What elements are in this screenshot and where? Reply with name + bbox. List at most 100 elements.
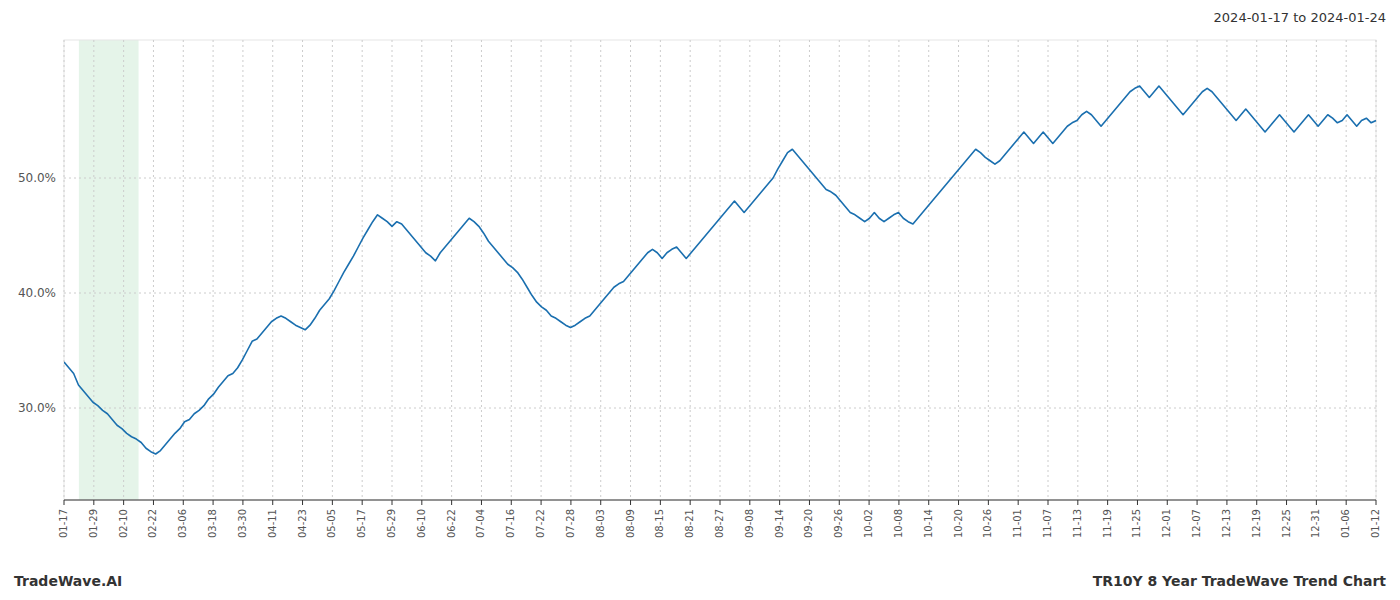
x-tick-label: 06-10 [416,509,427,538]
grid [64,40,1376,500]
x-tick [64,500,65,505]
x-tick-label: 12-25 [1281,509,1292,538]
background [0,0,1400,600]
grid-line-x [332,40,333,500]
grid-line-x [809,40,810,500]
y-tick-label: 50.0% [18,171,56,185]
x-tick [809,500,810,505]
x-tick [1197,500,1198,505]
x-tick-label: 10-14 [923,509,934,538]
grid-line-x [1137,40,1138,500]
x-tick-label: 09-08 [744,509,755,538]
x-tick [421,500,422,505]
series-group [64,86,1376,454]
grid-line-x [272,40,273,500]
x-tick [123,500,124,505]
x-tick-label: 03-06 [177,509,188,538]
grid-line-y [64,178,1376,179]
x-tick-label: 07-04 [475,509,486,538]
x-tick-label: 08-15 [654,509,665,538]
x-tick-label: 09-26 [833,509,844,538]
grid-line-x [1107,40,1108,500]
x-tick [928,500,929,505]
grid-line-x [1167,40,1168,500]
x-tick [570,500,571,505]
x-tick [183,500,184,505]
x-tick-label: 10-08 [893,509,904,538]
grid-line-y [64,293,1376,294]
annotation: TR10Y 8 Year TradeWave Trend Chart [1093,573,1387,589]
x-tick [242,500,243,505]
x-tick [272,500,273,505]
x-tick [1107,500,1108,505]
grid-line-x [1346,40,1347,500]
grid-line-x [451,40,452,500]
grid-line-x [242,40,243,500]
x-tick [600,500,601,505]
x-tick-label: 10-20 [953,509,964,538]
x-tick [749,500,750,505]
x-tick [1286,500,1287,505]
x-tick [541,500,542,505]
x-tick-label: 05-05 [326,509,337,538]
x-tick-label: 04-11 [267,509,278,538]
x-tick [153,500,154,505]
x-tick-label: 08-03 [595,509,606,538]
grid-line-x [421,40,422,500]
x-tick-label: 02-22 [147,509,158,538]
x-tick-label: 12-01 [1161,509,1172,538]
x-tick [1018,500,1019,505]
x-tick [1226,500,1227,505]
x-tick-label: 05-29 [386,509,397,538]
x-tick [958,500,959,505]
x-tick [511,500,512,505]
grid-line-x [64,40,65,500]
grid-line-x [720,40,721,500]
grid-line-x [153,40,154,500]
x-tick [1376,500,1377,505]
x-tick-label: 01-06 [1340,509,1351,538]
grid-line-x [570,40,571,500]
x-tick-label: 11-25 [1131,509,1142,538]
x-tick [1316,500,1317,505]
x-tick-label: 11-19 [1102,509,1113,538]
grid-line-x [1197,40,1198,500]
x-tick [1048,500,1049,505]
grid-line-x [1256,40,1257,500]
grid-line-y [64,408,1376,409]
grid-line-x [1018,40,1019,500]
x-tick-label: 11-13 [1072,509,1083,538]
grid-line-x [183,40,184,500]
x-tick [93,500,94,505]
grid-line-x [839,40,840,500]
x-tick-label: 02-10 [118,509,129,538]
grid-line-x [541,40,542,500]
x-tick-label: 01-17 [58,509,69,538]
x-tick [213,500,214,505]
x-tick-label: 05-17 [356,509,367,538]
x-tick-label: 12-07 [1191,509,1202,538]
x-tick-label: 07-28 [565,509,576,538]
x-tick [660,500,661,505]
x-tick-label: 10-26 [982,509,993,538]
grid-line-x [1048,40,1049,500]
grid-line-x [1286,40,1287,500]
annotation: 2024-01-17 to 2024-01-24 [1214,10,1386,25]
x-tick [898,500,899,505]
x-tick [1077,500,1078,505]
highlight-band [79,40,139,500]
x-tick [302,500,303,505]
grid-line-x [600,40,601,500]
x-tick-label: 08-27 [714,509,725,538]
x-tick-label: 08-21 [684,509,695,538]
x-tick [1346,500,1347,505]
x-tick [392,500,393,505]
x-axis-line [64,499,1376,500]
x-tick [779,500,780,505]
grid-line-x [898,40,899,500]
grid-line-x [779,40,780,500]
x-tick [869,500,870,505]
grid-line-x [93,40,94,500]
chart: 30.0%40.0%50.0%01-1701-2902-1002-2203-06… [0,0,1400,600]
grid-line-x [213,40,214,500]
